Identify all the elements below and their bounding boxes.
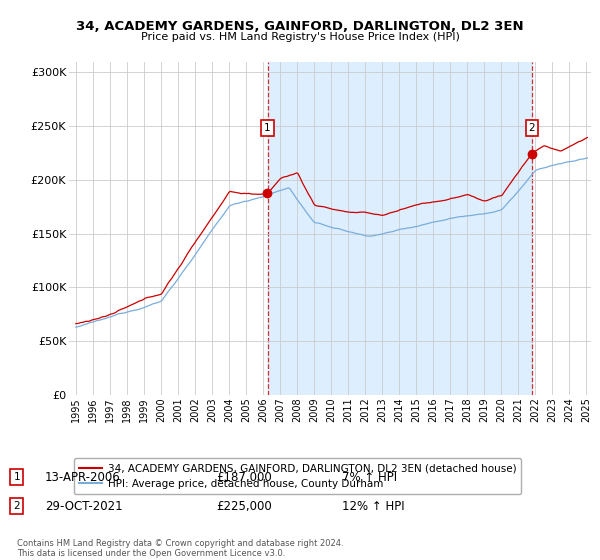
Text: 2: 2 [529, 123, 535, 133]
Text: 1: 1 [264, 123, 271, 133]
Text: 7% ↑ HPI: 7% ↑ HPI [342, 470, 397, 484]
Bar [268, 62, 532, 395]
Text: 1: 1 [13, 472, 20, 482]
Text: 29-OCT-2021: 29-OCT-2021 [45, 500, 122, 513]
Text: £225,000: £225,000 [216, 500, 272, 513]
Text: 12% ↑ HPI: 12% ↑ HPI [342, 500, 404, 513]
Text: £187,000: £187,000 [216, 470, 272, 484]
Text: 2: 2 [13, 501, 20, 511]
Legend: 34, ACADEMY GARDENS, GAINFORD, DARLINGTON, DL2 3EN (detached house), HPI: Averag: 34, ACADEMY GARDENS, GAINFORD, DARLINGTO… [74, 458, 521, 494]
Text: Price paid vs. HM Land Registry's House Price Index (HPI): Price paid vs. HM Land Registry's House … [140, 32, 460, 43]
Text: 34, ACADEMY GARDENS, GAINFORD, DARLINGTON, DL2 3EN: 34, ACADEMY GARDENS, GAINFORD, DARLINGTO… [76, 20, 524, 32]
Text: Contains HM Land Registry data © Crown copyright and database right 2024.
This d: Contains HM Land Registry data © Crown c… [17, 539, 343, 558]
Text: 13-APR-2006: 13-APR-2006 [45, 470, 121, 484]
